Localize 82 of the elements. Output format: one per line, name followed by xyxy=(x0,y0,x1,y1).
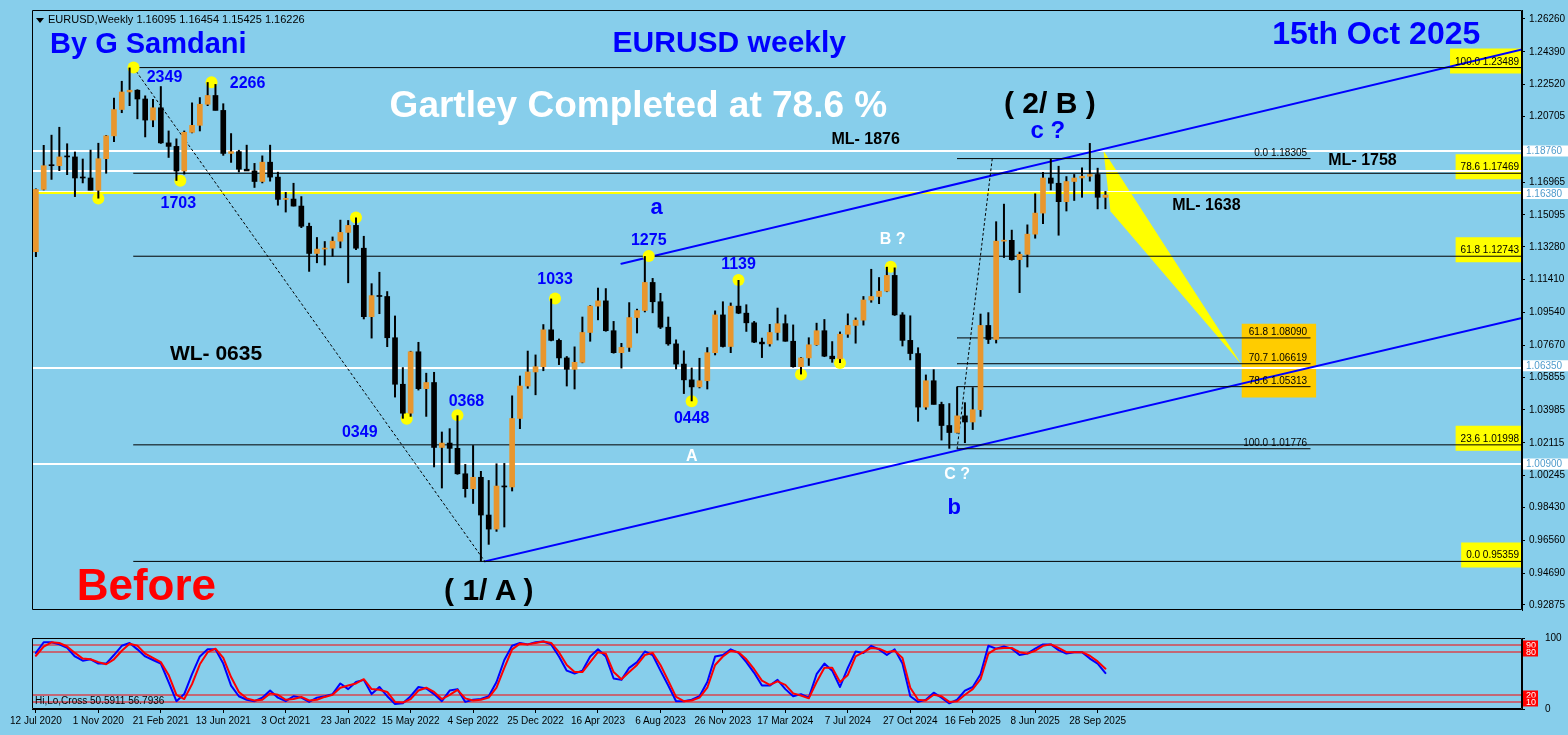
x-tick-label: 4 Sep 2022 xyxy=(447,714,500,726)
y-tick-label: 1.16965 xyxy=(1529,175,1566,187)
series-label: 61.8 1.08090 xyxy=(1248,325,1308,337)
annotation: ML- 1758 xyxy=(1328,150,1397,168)
point xyxy=(642,250,655,263)
y-tick-label: 0.92875 xyxy=(1529,598,1566,610)
x-tick-label: 23 Jan 2022 xyxy=(320,714,377,726)
ref-line-label: 1.00900 xyxy=(1526,458,1563,470)
x-tick-label: 17 Mar 2024 xyxy=(757,714,814,726)
y-tick-label: 1.20705 xyxy=(1529,110,1566,122)
point xyxy=(127,61,140,74)
annotation: 2349 xyxy=(146,67,183,85)
annotation: A xyxy=(685,446,698,464)
ref-line-label: 1.18760 xyxy=(1526,145,1563,157)
y-tick-label: 1.07670 xyxy=(1529,339,1566,351)
annotation: 1703 xyxy=(160,194,197,212)
x-tick-label: 8 Jun 2025 xyxy=(1010,714,1061,726)
series-label: 23.6 1.01998 xyxy=(1460,432,1520,444)
annotation: EURUSD,Weekly 1.16095 1.16454 1.15425 1.16226 xyxy=(48,13,305,26)
y-tick-label: 1.05855 xyxy=(1529,370,1566,382)
y-tick-label: 1.03985 xyxy=(1529,403,1566,415)
candlestick xyxy=(376,271,383,315)
annotation: 1033 xyxy=(537,270,573,287)
ref-line-label: 1.06350 xyxy=(1526,359,1563,371)
legend-label: 61.8 1.12743 xyxy=(1460,244,1520,256)
annotation: 15th Oct 2025 xyxy=(1272,14,1481,51)
series-label: 78.6 1.17469 xyxy=(1460,161,1520,173)
x-tick-label: 16 Apr 2023 xyxy=(571,714,626,726)
annotation: ML- 1876 xyxy=(831,130,900,148)
text: Hi,Lo,Cross 50.5911 56.7936 xyxy=(35,694,165,706)
x-tick-label: 16 Feb 2025 xyxy=(944,714,1002,726)
x-tick-label: 26 Nov 2023 xyxy=(694,714,752,726)
annotation: 0448 xyxy=(673,408,710,426)
candlestick xyxy=(868,268,875,303)
x-tick-label: 15 May 2022 xyxy=(381,714,440,726)
ref-line-label: 1.16380 xyxy=(1526,187,1563,199)
x-tick-label: 1 Nov 2020 xyxy=(72,714,125,726)
annotation: ML- 1638 xyxy=(1172,195,1241,213)
y-tick-label: 1.26260 xyxy=(1529,12,1566,24)
y-tick-label: 1.02115 xyxy=(1529,436,1565,448)
candlestick xyxy=(228,133,234,163)
y-tick-label: 1.11410 xyxy=(1529,273,1565,285)
annotation: By G Samdani xyxy=(50,27,247,59)
annotation: B ? xyxy=(879,230,906,248)
series-label: 0.0 1.18305 xyxy=(1254,146,1308,158)
y-tick-label: 1.13280 xyxy=(1529,240,1566,252)
y-tick-label: 100 xyxy=(1545,631,1563,643)
annotation: Before xyxy=(76,560,217,610)
annotation: a xyxy=(650,194,664,220)
annotation: WL- 0635 xyxy=(169,341,263,365)
annotation: 2266 xyxy=(229,73,266,91)
candlestick xyxy=(48,134,55,180)
y-tick-label: 1.22520 xyxy=(1529,78,1566,90)
annotation: ( 1/ A ) xyxy=(444,572,534,606)
x-tick-label: 21 Feb 2021 xyxy=(132,714,190,726)
y-tick-label: 1.24390 xyxy=(1529,45,1566,57)
y-tick-label: 0 xyxy=(1545,702,1551,714)
annotation: C ? xyxy=(944,465,971,483)
y-tick-label: 1.09540 xyxy=(1529,306,1566,318)
y-tick-label: 1.15095 xyxy=(1529,208,1566,220)
y-tick-label: 0.98430 xyxy=(1529,501,1566,513)
y-tick-label: 0.94690 xyxy=(1529,566,1566,578)
x-tick-label: 6 Aug 2023 xyxy=(635,714,687,726)
annotation: b xyxy=(947,493,961,519)
y-tick-label: 1.00245 xyxy=(1529,469,1566,481)
annotation: 0368 xyxy=(448,391,485,409)
text: EURUSD weekly xyxy=(612,25,847,59)
annotation: 1139 xyxy=(721,255,756,273)
x-tick-label: 27 Oct 2024 xyxy=(883,714,938,726)
point xyxy=(549,292,562,305)
x-tick-label: 3 Oct 2021 xyxy=(261,714,311,726)
series-label: 70.7 1.06619 xyxy=(1248,351,1308,363)
annotation: 0349 xyxy=(341,423,378,441)
x-tick-label: 13 Jun 2021 xyxy=(195,714,252,726)
x-tick-label: 7 Jul 2024 xyxy=(824,714,872,726)
x-tick-label: 25 Dec 2022 xyxy=(507,714,565,726)
y-tick-label: 0.96560 xyxy=(1529,534,1566,546)
text: Gartley Completed at 78.6 % xyxy=(389,84,888,126)
legend-label: 0.0 0.95359 xyxy=(1466,549,1520,561)
x-tick-label: 28 Sep 2025 xyxy=(1069,714,1127,726)
x-tick-label: 12 Jul 2020 xyxy=(10,714,63,726)
annotation: 1275 xyxy=(630,230,667,248)
